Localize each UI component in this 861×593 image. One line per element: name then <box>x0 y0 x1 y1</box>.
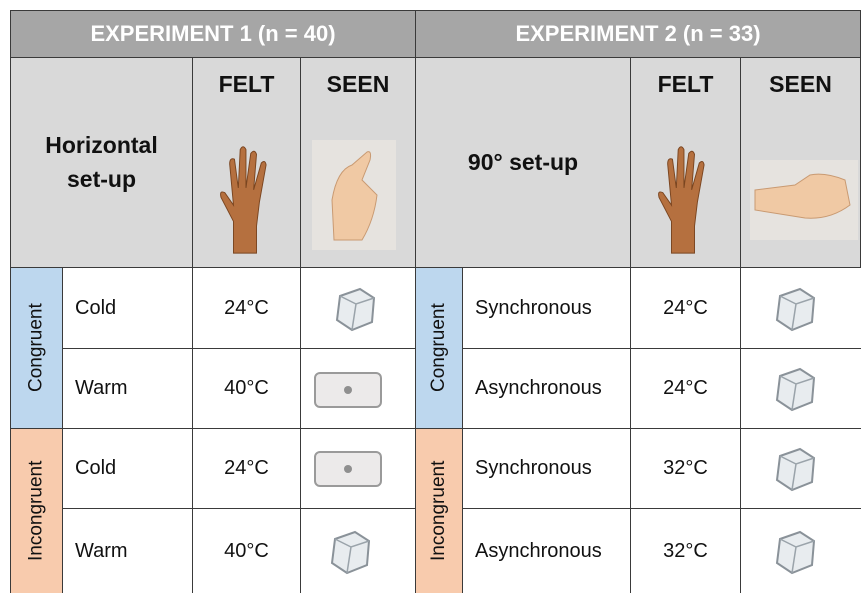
condition: Asynchronous <box>462 348 631 429</box>
heat-pad-image <box>313 449 383 489</box>
setup: 90° set-up <box>415 57 631 268</box>
felt-temperature: 24°C <box>192 428 301 509</box>
condition: Synchronous <box>462 267 631 349</box>
condition: Warm <box>62 348 193 429</box>
experiment-title: EXPERIMENT 1 (n = 40) <box>10 10 416 58</box>
heat-pad-image <box>313 370 383 410</box>
felt-temperature: 24°C <box>630 267 741 349</box>
felt-temperature: 24°C <box>192 267 301 349</box>
ice-image <box>770 284 820 334</box>
condition: Warm <box>62 508 193 593</box>
condition: Cold <box>62 428 193 509</box>
felt-temperature: 32°C <box>630 428 741 509</box>
seen-hand-image <box>750 160 858 240</box>
experiment-title: EXPERIMENT 2 (n = 33) <box>415 10 861 58</box>
ice-image <box>770 527 820 577</box>
hand-image <box>652 140 714 255</box>
ice-image <box>330 284 380 334</box>
condition: Synchronous <box>462 428 631 509</box>
ice-image <box>770 444 820 494</box>
felt-temperature: 40°C <box>192 348 301 429</box>
seen-cell <box>740 508 861 593</box>
setup: Horizontal set-up <box>10 57 193 268</box>
condition: Asynchronous <box>462 508 631 593</box>
felt-temperature: 24°C <box>630 348 741 429</box>
hand-image <box>214 140 276 255</box>
ice-image <box>770 364 820 414</box>
group-label: Incongruent <box>10 428 63 593</box>
group-label: Congruent <box>415 267 463 429</box>
ice-image <box>325 527 375 577</box>
group-label: Incongruent <box>415 428 463 593</box>
condition: Cold <box>62 267 193 349</box>
felt-temperature: 40°C <box>192 508 301 593</box>
seen-hand-image <box>312 140 396 250</box>
group-label: Congruent <box>10 267 63 429</box>
felt-temperature: 32°C <box>630 508 741 593</box>
